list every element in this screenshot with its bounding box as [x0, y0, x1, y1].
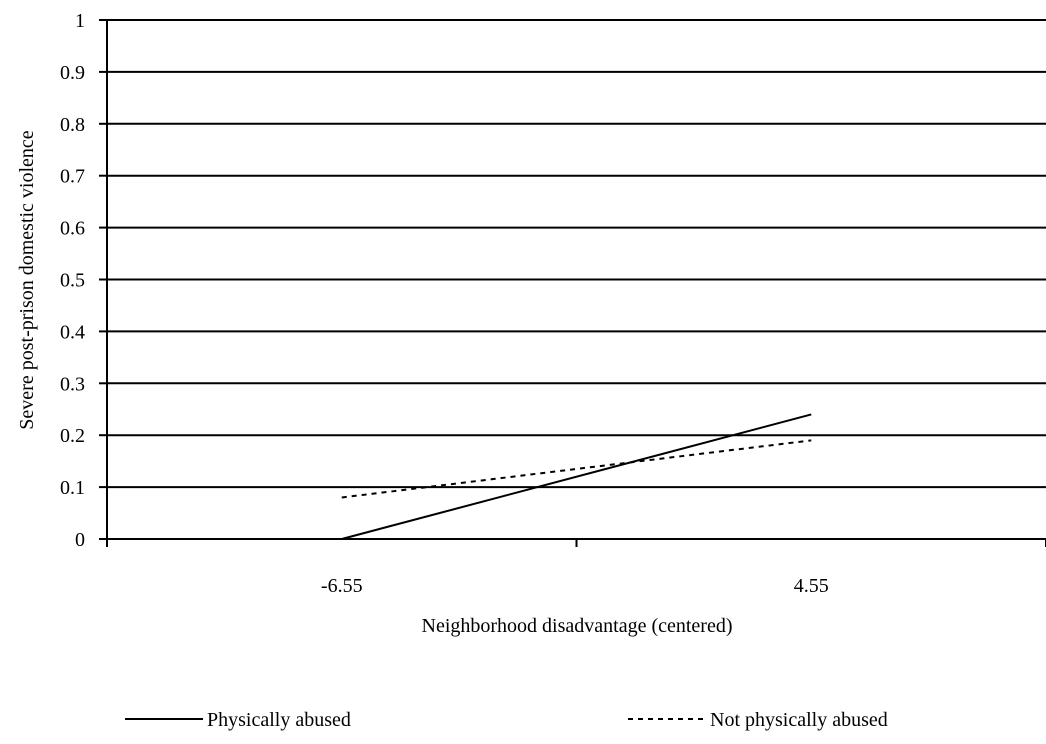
x-tick-label: 4.55 — [794, 575, 829, 597]
y-tick-label: 0.6 — [60, 218, 85, 240]
x-tick-label: -6.55 — [321, 575, 363, 597]
y-tick-label: 0.1 — [60, 477, 85, 499]
legend: Physically abused Not physically abused — [125, 709, 888, 731]
y-tick-label: 0 — [75, 529, 85, 551]
series-line — [341, 439, 812, 499]
gridlines — [107, 19, 1046, 489]
y-tick-label: 0.7 — [60, 166, 85, 188]
series-line — [341, 413, 812, 540]
y-tick-label: 0.8 — [60, 114, 85, 136]
series-lines — [341, 413, 812, 540]
y-tick-label: 0.5 — [60, 270, 85, 292]
y-tick-label: 0.9 — [60, 62, 85, 84]
y-tick-label: 0.4 — [60, 321, 85, 343]
y-tick-labels: 0 0.1 0.2 0.3 0.4 0.5 0.6 0.7 0.8 0.9 1 — [60, 10, 107, 551]
y-tick-label: 0.2 — [60, 425, 85, 447]
legend-label: Physically abused — [207, 709, 351, 731]
y-axis-label: Severe post-prison domestic violence — [16, 130, 38, 429]
legend-label: Not physically abused — [710, 709, 888, 731]
x-tick-labels: -6.55 4.55 — [106, 539, 1046, 597]
y-tick-label: 0.3 — [60, 373, 85, 395]
x-axis-label: Neighborhood disadvantage (centered) — [422, 615, 733, 637]
y-tick-label: 1 — [75, 10, 85, 32]
